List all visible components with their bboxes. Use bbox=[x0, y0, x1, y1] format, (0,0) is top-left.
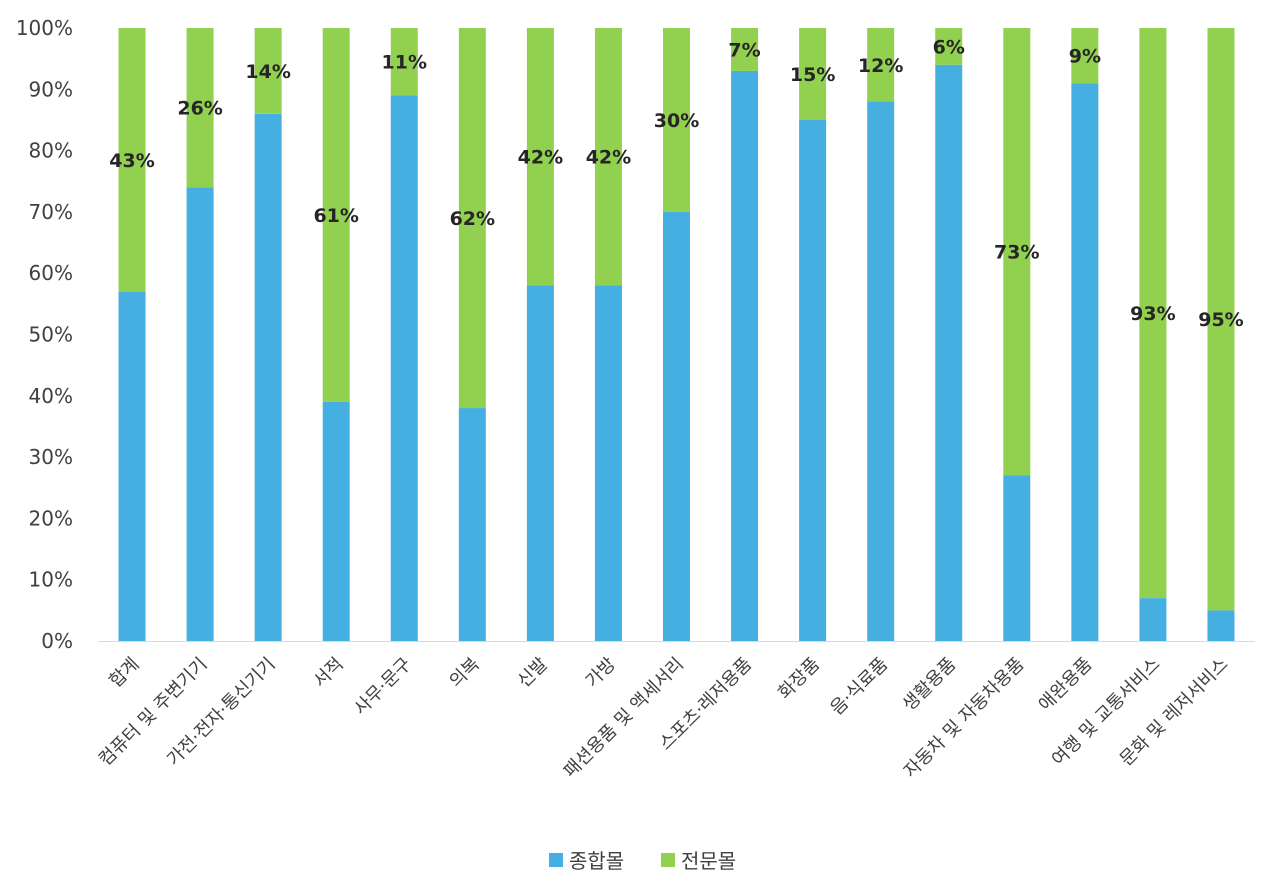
x-category-label: 자동차 및 자동차용품 bbox=[900, 654, 1028, 782]
bar-segment-종합몰 bbox=[1207, 610, 1235, 641]
bars bbox=[118, 28, 1235, 642]
bar-segment-전문몰 bbox=[1207, 28, 1235, 611]
bar-segment-전문몰 bbox=[1071, 28, 1099, 84]
x-category-label: 신발 bbox=[514, 654, 552, 692]
y-tick-label: 20% bbox=[29, 506, 73, 530]
data-label: 6% bbox=[933, 36, 965, 58]
data-label: 42% bbox=[518, 147, 563, 169]
bar-segment-전문몰 bbox=[594, 28, 622, 286]
x-category-label: 가방 bbox=[582, 654, 620, 692]
x-category-label: 사무·문구 bbox=[350, 654, 416, 720]
data-label: 30% bbox=[654, 110, 699, 132]
y-tick-label: 40% bbox=[29, 384, 73, 408]
bar-segment-종합몰 bbox=[526, 285, 554, 641]
data-label: 9% bbox=[1069, 46, 1101, 68]
bar-segment-전문몰 bbox=[867, 28, 895, 102]
x-category-label: 생활용품 bbox=[899, 654, 961, 716]
bar-segment-전문몰 bbox=[118, 28, 146, 292]
y-tick-label: 70% bbox=[29, 200, 73, 224]
bar-segment-종합몰 bbox=[118, 291, 146, 641]
bar-segment-종합몰 bbox=[1003, 475, 1031, 641]
y-tick-label: 0% bbox=[41, 629, 73, 653]
bar-segment-종합몰 bbox=[1071, 83, 1099, 642]
legend: 종합몰 전문몰 bbox=[549, 849, 736, 873]
x-category-label: 합계 bbox=[105, 654, 143, 692]
data-label: 14% bbox=[245, 61, 290, 83]
data-label: 93% bbox=[1130, 303, 1175, 325]
data-label: 42% bbox=[586, 147, 631, 169]
bar-segment-전문몰 bbox=[799, 28, 827, 120]
bar-segment-전문몰 bbox=[731, 28, 759, 71]
bar-segment-전문몰 bbox=[458, 28, 486, 409]
bar-segment-전문몰 bbox=[1139, 28, 1167, 599]
bar-segment-종합몰 bbox=[594, 285, 622, 641]
y-tick-label: 90% bbox=[29, 77, 73, 101]
y-tick-label: 30% bbox=[29, 445, 73, 469]
x-category-label: 화장품 bbox=[774, 654, 824, 704]
bar-segment-전문몰 bbox=[322, 28, 350, 402]
bar-segment-종합몰 bbox=[322, 401, 350, 641]
bar-segment-종합몰 bbox=[799, 119, 827, 641]
data-label: 61% bbox=[313, 205, 358, 227]
data-label: 26% bbox=[177, 98, 222, 120]
y-tick-label: 10% bbox=[29, 568, 73, 592]
data-label: 73% bbox=[994, 242, 1039, 264]
bar-segment-종합몰 bbox=[254, 113, 282, 641]
data-labels: 43% 26% 14% 61% 11% 62% 42% 42% 30% 7% 15% 12% 6% 73%… bbox=[109, 36, 1243, 331]
x-category-label: 음·식료품 bbox=[826, 654, 892, 720]
bar-segment-종합몰 bbox=[867, 101, 895, 641]
legend-label: 종합몰 bbox=[569, 849, 624, 873]
x-category-label: 애완용품 bbox=[1035, 654, 1097, 716]
data-label: 7% bbox=[728, 39, 760, 61]
y-tick-label: 100% bbox=[16, 16, 73, 40]
bar-segment-종합몰 bbox=[935, 64, 963, 641]
data-label: 12% bbox=[858, 55, 903, 77]
bar-segment-전문몰 bbox=[186, 28, 214, 188]
y-tick-label: 80% bbox=[29, 139, 73, 163]
y-axis: 0% 10% 20% 30% 40% 50% 60% 70% 80% 90% 100% bbox=[16, 16, 73, 653]
bar-segment-종합몰 bbox=[458, 408, 486, 641]
bar-segment-전문몰 bbox=[1003, 28, 1031, 476]
bar-segment-전문몰 bbox=[663, 28, 690, 212]
x-category-label: 의복 bbox=[446, 654, 484, 692]
bar-segment-종합몰 bbox=[186, 187, 214, 641]
legend-label: 전문몰 bbox=[681, 849, 736, 873]
bar-segment-전문몰 bbox=[390, 28, 418, 96]
bar-segment-종합몰 bbox=[1139, 598, 1167, 641]
bar-segment-종합몰 bbox=[731, 70, 759, 641]
bar-segment-전문몰 bbox=[254, 28, 282, 114]
bar-segment-전문몰 bbox=[935, 28, 963, 65]
bar-segment-종합몰 bbox=[390, 95, 418, 642]
x-category-label: 패션용품 및 액세서리 bbox=[560, 654, 688, 782]
bar-segment-종합몰 bbox=[663, 211, 690, 641]
data-label: 95% bbox=[1198, 309, 1243, 331]
legend-swatch bbox=[661, 853, 675, 867]
y-tick-label: 60% bbox=[29, 261, 73, 285]
y-tick-label: 50% bbox=[29, 323, 73, 347]
data-label: 43% bbox=[109, 150, 154, 172]
data-label: 62% bbox=[450, 208, 495, 230]
bar-segment-전문몰 bbox=[526, 28, 554, 286]
data-label: 11% bbox=[382, 52, 427, 74]
legend-swatch bbox=[549, 853, 563, 867]
data-label: 15% bbox=[790, 64, 835, 86]
x-category-label: 서적 bbox=[309, 654, 347, 692]
